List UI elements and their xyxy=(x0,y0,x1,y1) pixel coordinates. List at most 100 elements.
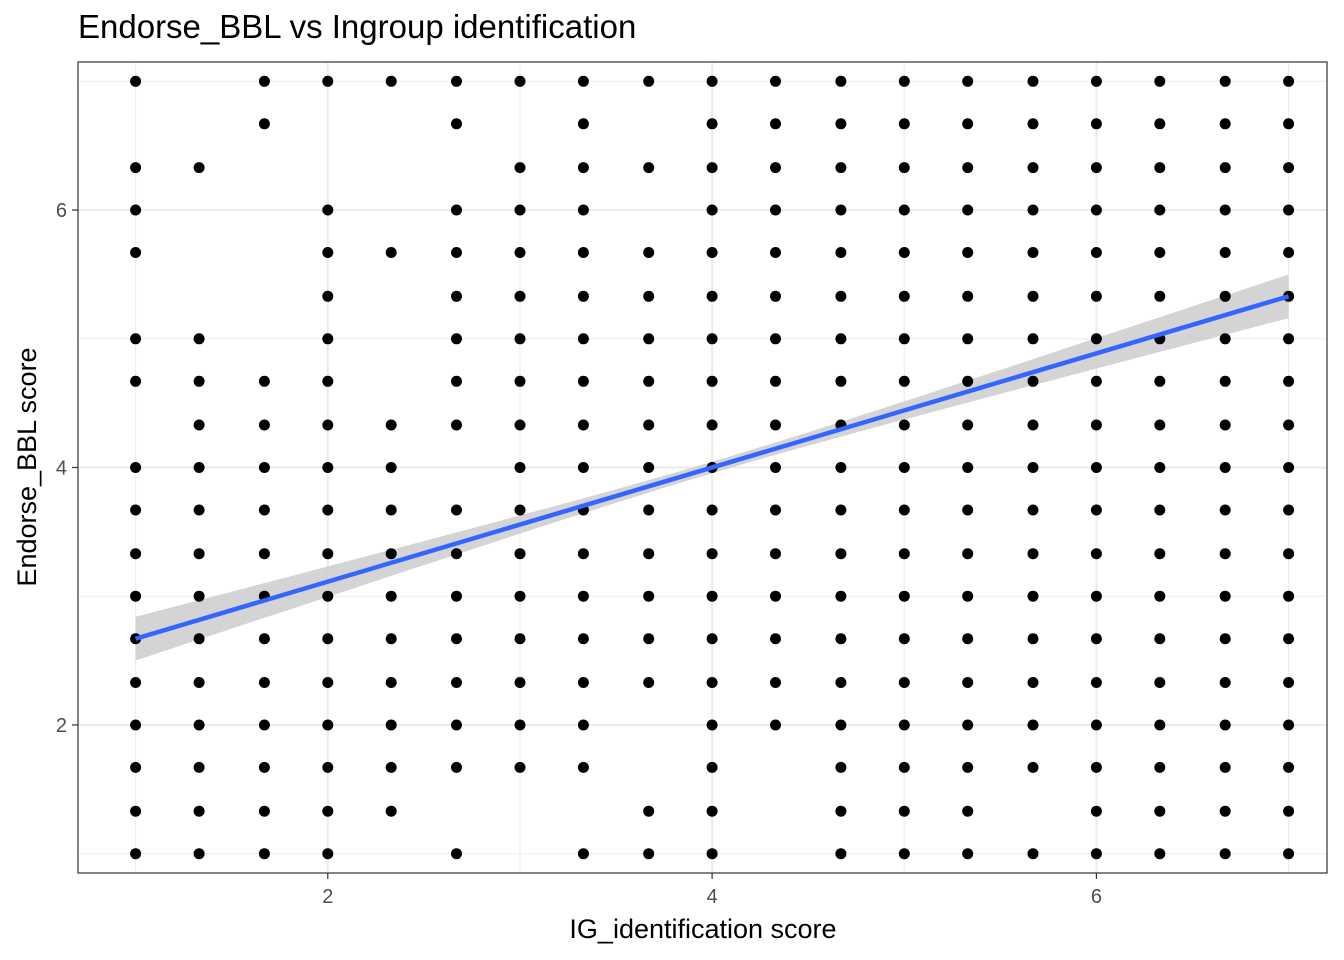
data-point xyxy=(322,247,334,258)
data-point xyxy=(451,333,462,345)
data-point xyxy=(706,848,718,860)
y-tick-label: 6 xyxy=(56,200,67,222)
data-point xyxy=(962,375,974,387)
data-point xyxy=(643,677,655,688)
data-point xyxy=(130,247,142,258)
data-point xyxy=(1154,677,1166,688)
data-point xyxy=(962,462,974,473)
data-point xyxy=(898,590,910,602)
data-point xyxy=(193,375,205,387)
data-point xyxy=(898,677,910,688)
data-point xyxy=(1283,247,1295,258)
data-point xyxy=(1283,162,1295,174)
data-point xyxy=(1283,633,1295,645)
data-point xyxy=(1090,462,1102,473)
data-point xyxy=(770,375,781,387)
data-point xyxy=(577,75,589,87)
data-point xyxy=(1154,719,1166,731)
data-point xyxy=(835,333,847,345)
data-point xyxy=(1027,118,1039,130)
data-point xyxy=(1154,247,1166,258)
data-point xyxy=(193,419,205,431)
data-point xyxy=(898,548,910,560)
data-point xyxy=(770,677,781,688)
data-point xyxy=(1027,247,1039,258)
data-point xyxy=(706,805,718,817)
data-point xyxy=(898,419,910,431)
data-point xyxy=(1154,504,1166,516)
data-point xyxy=(706,504,718,516)
data-point xyxy=(1090,548,1102,560)
data-point xyxy=(706,633,718,645)
data-point xyxy=(385,761,397,773)
data-point xyxy=(770,75,781,87)
data-point xyxy=(1219,118,1231,130)
data-point xyxy=(835,118,847,130)
data-point xyxy=(1283,761,1295,773)
data-point xyxy=(258,75,270,87)
data-point xyxy=(577,162,589,174)
data-point xyxy=(514,162,526,174)
data-point xyxy=(1283,118,1295,130)
data-point xyxy=(385,504,397,516)
data-points xyxy=(130,75,1295,860)
data-point xyxy=(962,204,974,216)
data-point xyxy=(962,162,974,174)
data-point xyxy=(835,590,847,602)
data-point xyxy=(962,761,974,773)
data-point xyxy=(706,290,718,302)
data-point xyxy=(1219,761,1231,773)
data-point xyxy=(898,204,910,216)
data-point xyxy=(1219,375,1231,387)
data-point xyxy=(643,75,655,87)
data-point xyxy=(451,247,462,258)
data-point xyxy=(577,118,589,130)
data-point xyxy=(322,848,334,860)
data-point xyxy=(898,805,910,817)
data-point xyxy=(770,504,781,516)
data-point xyxy=(706,247,718,258)
data-point xyxy=(835,633,847,645)
data-point xyxy=(1219,677,1231,688)
data-point xyxy=(385,75,397,87)
data-point xyxy=(451,118,462,130)
data-point xyxy=(1027,462,1039,473)
data-point xyxy=(643,375,655,387)
data-point xyxy=(962,848,974,860)
data-point xyxy=(577,290,589,302)
data-point xyxy=(706,590,718,602)
data-point xyxy=(385,719,397,731)
data-point xyxy=(962,75,974,87)
data-point xyxy=(835,719,847,731)
data-point xyxy=(577,633,589,645)
data-point xyxy=(1219,633,1231,645)
chart-title: Endorse_BBL vs Ingroup identification xyxy=(78,8,637,45)
data-point xyxy=(1027,375,1039,387)
data-point xyxy=(130,162,142,174)
data-point xyxy=(322,204,334,216)
data-point xyxy=(1090,677,1102,688)
data-point xyxy=(577,719,589,731)
data-point xyxy=(1154,761,1166,773)
data-point xyxy=(1283,677,1295,688)
data-point xyxy=(643,504,655,516)
data-point xyxy=(1154,162,1166,174)
data-point xyxy=(643,290,655,302)
data-point xyxy=(643,805,655,817)
data-point xyxy=(1090,247,1102,258)
data-point xyxy=(962,504,974,516)
data-point xyxy=(1283,462,1295,473)
data-point xyxy=(835,677,847,688)
data-point xyxy=(1154,204,1166,216)
data-point xyxy=(706,204,718,216)
data-point xyxy=(1027,761,1039,773)
data-point xyxy=(1219,805,1231,817)
data-point xyxy=(835,75,847,87)
data-point xyxy=(193,590,205,602)
data-point xyxy=(962,548,974,560)
data-point xyxy=(1090,375,1102,387)
data-point xyxy=(258,677,270,688)
data-point xyxy=(835,504,847,516)
data-point xyxy=(385,462,397,473)
data-point xyxy=(451,204,462,216)
